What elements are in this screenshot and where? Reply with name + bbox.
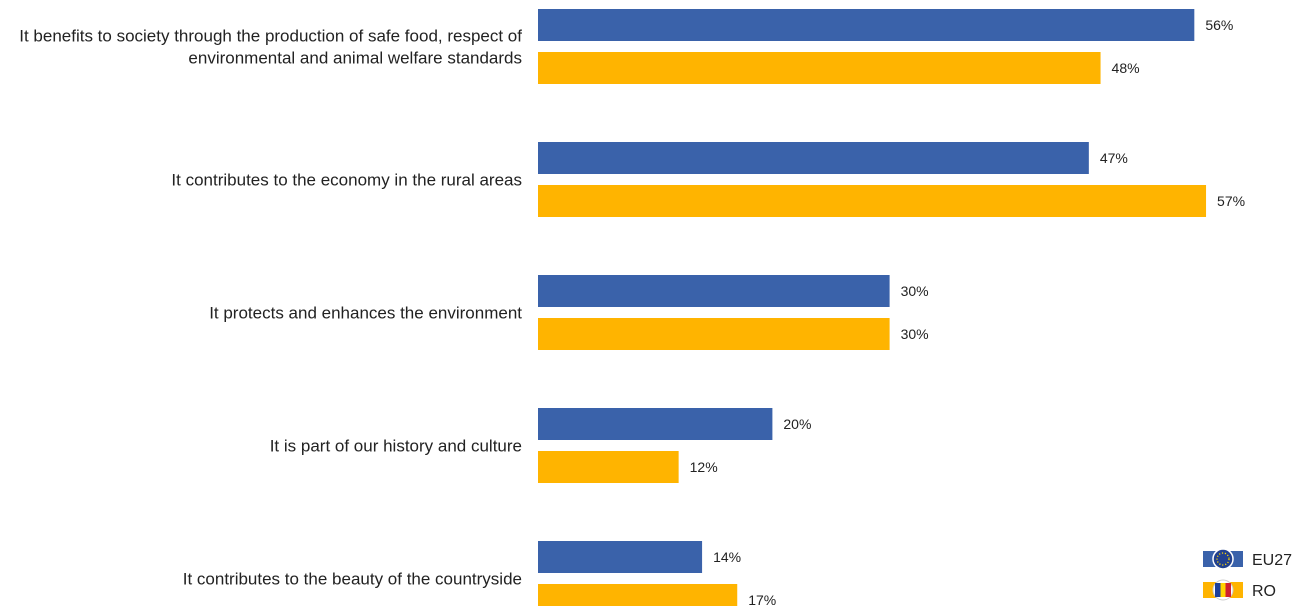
bar-ro	[538, 185, 1207, 217]
legend-item-eu27: EU27	[1203, 548, 1292, 570]
bar-eu27	[538, 142, 1089, 174]
category-label: It protects and enhances the environment	[209, 304, 522, 323]
category-label-line: It contributes to the economy in the rur…	[171, 171, 522, 190]
category-label-line: It protects and enhances the environment	[209, 304, 522, 323]
category-label-line: environmental and animal welfare standar…	[188, 49, 522, 68]
bar-ro	[538, 451, 679, 483]
legend-item-ro: RO	[1203, 579, 1276, 601]
eu-flag-icon	[1203, 548, 1243, 570]
category-label: It benefits to society through the produ…	[19, 27, 522, 68]
bar-ro	[538, 52, 1101, 84]
value-label-ro: 30%	[901, 326, 929, 342]
value-label-ro: 48%	[1112, 60, 1140, 76]
legend-label: EU27	[1252, 552, 1292, 569]
category-label-line: It is part of our history and culture	[270, 437, 522, 456]
value-label-eu27: 30%	[901, 283, 929, 299]
ro-flag-icon	[1203, 579, 1243, 601]
value-label-eu27: 56%	[1205, 17, 1233, 33]
bar-ro	[538, 584, 738, 606]
value-label-ro: 12%	[690, 459, 718, 475]
chart-bars	[538, 9, 1207, 606]
category-label: It contributes to the beauty of the coun…	[183, 570, 522, 589]
bar-eu27	[538, 9, 1195, 41]
bar-ro	[538, 318, 890, 350]
bar-eu27	[538, 541, 703, 573]
category-label: It contributes to the economy in the rur…	[171, 171, 522, 190]
value-label-ro: 57%	[1217, 193, 1245, 209]
category-label-line: It contributes to the beauty of the coun…	[183, 570, 522, 589]
category-label-line: It benefits to society through the produ…	[19, 27, 522, 46]
category-labels: It benefits to society through the produ…	[19, 27, 522, 589]
value-label-ro: 17%	[748, 592, 776, 606]
legend-label: RO	[1252, 583, 1276, 600]
category-label: It is part of our history and culture	[270, 437, 522, 456]
value-label-eu27: 20%	[783, 416, 811, 432]
legend: EU27 RO	[1203, 548, 1292, 601]
value-labels: 56% 48% 47% 57% 30% 30% 20% 12% 14% 17%	[690, 17, 1245, 606]
bar-eu27	[538, 275, 890, 307]
bar-eu27	[538, 408, 773, 440]
value-label-eu27: 14%	[713, 549, 741, 565]
value-label-eu27: 47%	[1100, 150, 1128, 166]
